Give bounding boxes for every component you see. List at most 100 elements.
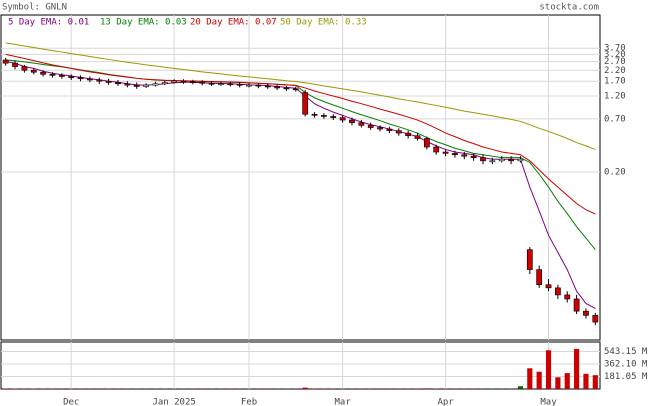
symbol-label: Symbol: GNLN — [2, 3, 67, 13]
candle-body — [283, 87, 290, 90]
candle-body — [592, 315, 599, 323]
candle-body — [105, 80, 112, 83]
candle-body — [545, 284, 552, 289]
volume-bar — [592, 375, 598, 389]
candle-body — [189, 81, 196, 84]
candle-body — [489, 160, 496, 163]
candle-body — [124, 83, 131, 86]
price-panel — [0, 14, 601, 341]
candle-body — [236, 84, 243, 86]
candle-body — [30, 69, 37, 73]
volume-bar — [302, 387, 308, 389]
candle-body — [442, 151, 449, 154]
candle-body — [171, 80, 178, 83]
candle-body — [470, 155, 477, 158]
candle-body — [2, 59, 9, 64]
candle-body — [264, 85, 271, 88]
y-tick-label: 1.20 — [604, 91, 626, 101]
volume-bar — [564, 373, 570, 389]
candle-body — [498, 158, 505, 162]
candle-body — [77, 77, 84, 80]
x-tick-label: Apr — [437, 398, 454, 406]
volume-panel — [0, 341, 601, 390]
candle-body — [255, 84, 262, 87]
candle-body — [405, 132, 412, 137]
volume-bar — [555, 377, 561, 389]
y-tick-label: 0.70 — [604, 114, 626, 124]
candle-body — [452, 153, 458, 156]
candle-body — [143, 84, 149, 87]
y-tick-label: 0.20 — [604, 167, 626, 177]
candle-body — [564, 294, 571, 300]
volume-bar — [545, 350, 552, 389]
ema-line — [5, 42, 596, 150]
volume-bar — [527, 368, 533, 389]
candle-body — [274, 86, 280, 89]
volume-tick-label: 543.15 M — [604, 347, 648, 357]
x-tick-label: May — [540, 398, 557, 406]
candle-body — [199, 81, 206, 84]
y-tick-label: 1.70 — [604, 77, 626, 87]
candle-body — [40, 71, 46, 75]
candle-body — [395, 130, 402, 134]
legend-entry: 5 Day EMA: 0.01 — [8, 18, 89, 28]
candle-body — [302, 92, 309, 115]
candle-body — [311, 113, 318, 116]
candle-body — [377, 127, 383, 130]
candle-body — [133, 84, 140, 87]
candle-body — [208, 82, 215, 85]
candle-body — [536, 269, 543, 286]
watermark: stockta.com — [539, 3, 599, 13]
legend-entry: 13 Day EMA: 0.03 — [100, 18, 187, 28]
candle-body — [96, 79, 103, 82]
candle-body — [321, 115, 327, 117]
candle-body — [555, 287, 561, 296]
candle-body — [21, 66, 28, 71]
candle-body — [330, 116, 337, 118]
candle-body — [573, 298, 580, 312]
candle-body — [218, 83, 224, 86]
candle-body — [461, 154, 468, 157]
candle-body — [583, 310, 589, 316]
ema-line — [5, 59, 596, 250]
candle-body — [161, 82, 168, 85]
volume-bar — [311, 388, 318, 389]
x-tick-label: Dec — [63, 398, 79, 406]
candle-body — [414, 135, 421, 139]
volume-bar — [517, 386, 524, 389]
volume-tick-label: 181.05 M — [604, 372, 648, 382]
candle-body — [49, 74, 56, 76]
candle-body — [246, 84, 252, 87]
y-tick-label: 2.70 — [604, 57, 626, 67]
candle-body — [152, 83, 159, 86]
legend-entry: 20 Day EMA: 0.07 — [190, 18, 277, 28]
y-tick-label: 3.20 — [604, 50, 626, 60]
candle-body — [227, 83, 234, 86]
candle-body — [180, 80, 187, 83]
x-tick-label: Feb — [241, 398, 257, 406]
volume-bar — [536, 371, 542, 389]
candle-body — [386, 128, 393, 131]
candle-body — [12, 62, 18, 67]
candle-body — [508, 158, 514, 162]
volume-bar — [583, 373, 589, 389]
candle-body — [526, 249, 533, 270]
candle-body — [68, 76, 75, 78]
volume-tick-label: 362.10 M — [604, 359, 648, 369]
legend-entry: 50 Day EMA: 0.33 — [280, 18, 367, 28]
candle-body — [292, 88, 299, 91]
candle-body — [367, 125, 374, 128]
volume-bar — [574, 348, 580, 389]
candle-body — [517, 158, 524, 162]
candle-body — [87, 78, 93, 81]
volume-bar — [3, 388, 9, 389]
ema-line — [5, 53, 596, 215]
candle-body — [480, 157, 486, 162]
y-tick-label: 2.20 — [604, 66, 626, 76]
candle-body — [58, 75, 65, 77]
candle-body — [115, 82, 121, 85]
candle-body — [423, 138, 430, 148]
x-tick-label: Mar — [334, 398, 351, 406]
